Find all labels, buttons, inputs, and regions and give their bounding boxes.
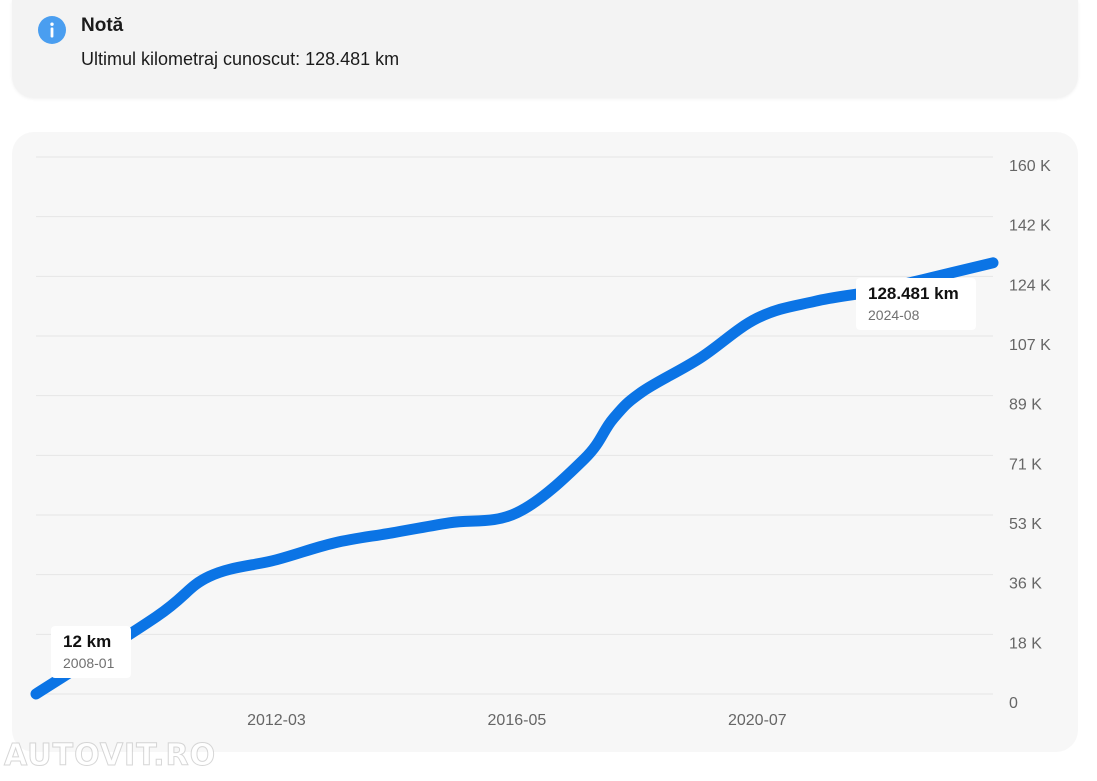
y-tick-label: 71 K xyxy=(1009,456,1042,473)
annotation-value: 12 km xyxy=(63,632,111,651)
watermark-logo: AUTOVIT.RO xyxy=(3,738,217,774)
x-tick-label: 2012-03 xyxy=(247,712,306,729)
y-tick-label: 53 K xyxy=(1009,516,1042,533)
annotation-date: 2024-08 xyxy=(868,307,920,323)
annotation-value: 128.481 km xyxy=(868,284,959,303)
mileage-chart-card xyxy=(12,132,1078,752)
note-text: Ultimul kilometraj cunoscut: 128.481 km xyxy=(81,49,400,69)
annotation-box xyxy=(51,626,131,678)
y-tick-label: 89 K xyxy=(1009,397,1042,414)
y-tick-label: 124 K xyxy=(1009,277,1051,294)
y-tick-label: 142 K xyxy=(1009,218,1051,235)
info-icon xyxy=(38,16,66,44)
y-tick-label: 160 K xyxy=(1009,158,1051,175)
mileage-series-line xyxy=(30,257,999,700)
annotation-box xyxy=(856,278,976,330)
note-title: Notă xyxy=(81,15,124,36)
y-tick-label: 107 K xyxy=(1009,337,1051,354)
x-tick-label: 2016-05 xyxy=(488,712,547,729)
y-tick-label: 0 xyxy=(1009,695,1018,712)
x-tick-label: 2020-07 xyxy=(728,712,787,729)
note-card: Notă Ultimul kilometraj cunoscut: 128.48… xyxy=(12,0,1078,98)
annotation-date: 2008-01 xyxy=(63,655,115,671)
y-tick-label: 36 K xyxy=(1009,576,1042,593)
y-tick-label: 18 K xyxy=(1009,635,1042,652)
